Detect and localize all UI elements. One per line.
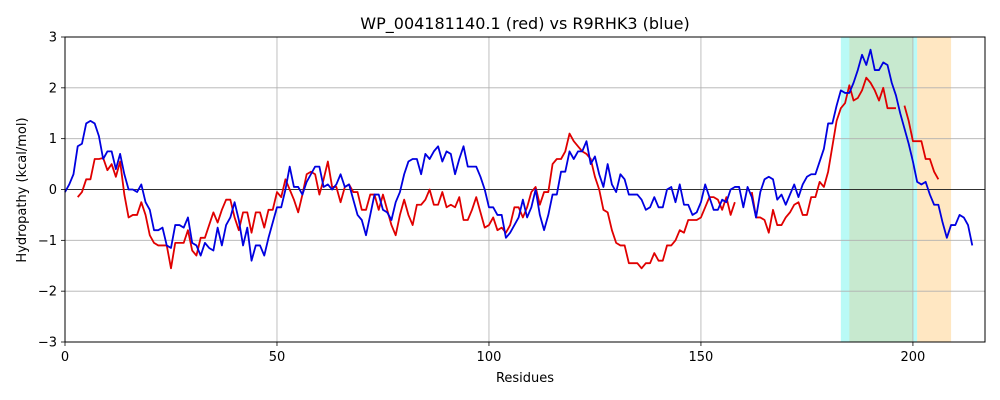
series-lines — [64, 48, 974, 270]
y-tick-label: −2 — [38, 285, 57, 300]
y-tick-label: −1 — [38, 234, 57, 249]
x-axis-label: Residues — [496, 371, 554, 386]
y-tick-label: 3 — [49, 31, 57, 46]
x-axis-ticks: 0 50 100 150 200 — [61, 342, 925, 365]
x-tick-label: 100 — [477, 350, 502, 365]
y-tick-label: 2 — [49, 81, 57, 96]
y-tick-label: 0 — [49, 183, 57, 198]
y-axis-label: Hydropathy (kcal/mol) — [15, 117, 30, 262]
x-tick-label: 50 — [269, 350, 286, 365]
y-tick-label: −3 — [38, 336, 57, 351]
x-tick-label: 150 — [689, 350, 714, 365]
y-tick-label: 1 — [49, 132, 57, 147]
y-axis-ticks: −3 −2 −1 0 1 2 3 — [38, 31, 65, 351]
x-tick-label: 200 — [901, 350, 926, 365]
x-tick-label: 0 — [61, 350, 69, 365]
chart-title: WP_004181140.1 (red) vs R9RHK3 (blue) — [360, 14, 689, 34]
series-line-blue — [64, 48, 974, 262]
series-line-red — [77, 76, 940, 270]
